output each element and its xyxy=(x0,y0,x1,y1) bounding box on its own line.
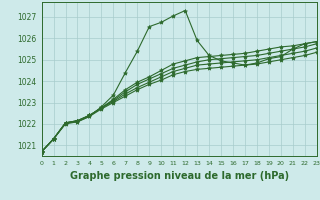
X-axis label: Graphe pression niveau de la mer (hPa): Graphe pression niveau de la mer (hPa) xyxy=(70,171,289,181)
